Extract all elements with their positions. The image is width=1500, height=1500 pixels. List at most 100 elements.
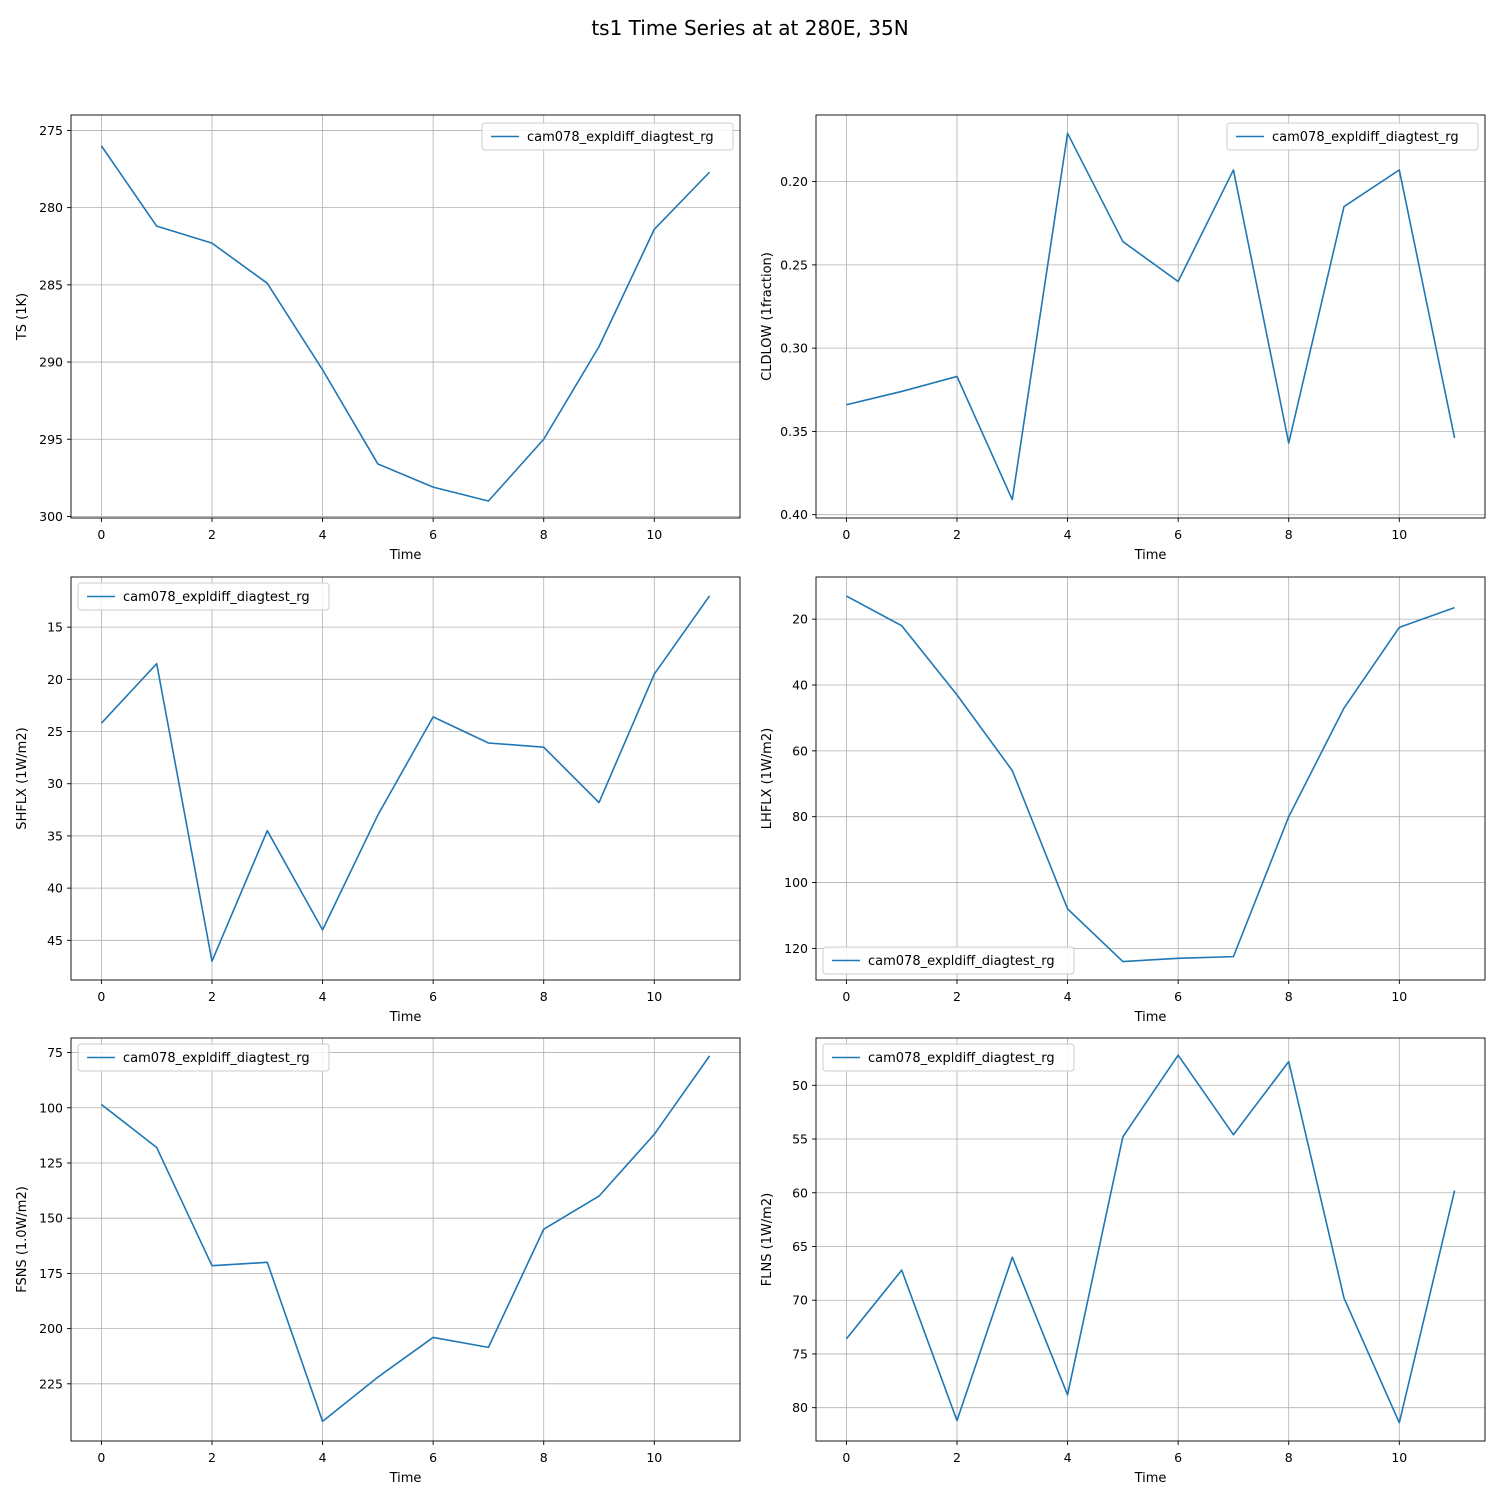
- x-tick-label: 2: [953, 1450, 961, 1465]
- y-axis-label: FSNS (1.0W/m2): [15, 1186, 30, 1293]
- y-tick-label: 300: [39, 509, 63, 524]
- legend-label: cam078_expldiff_diagtest_rg: [1272, 130, 1459, 145]
- x-axis-label: Time: [389, 1471, 422, 1486]
- x-tick-label: 0: [97, 527, 105, 542]
- x-tick-label: 10: [1391, 527, 1407, 542]
- legend: cam078_expldiff_diagtest_rg: [1226, 122, 1479, 151]
- y-tick-label: 290: [39, 355, 63, 370]
- x-axis-label: Time: [1134, 1010, 1167, 1025]
- x-tick-label: 4: [319, 527, 327, 542]
- subplot-2: 0 2 4 6 8 10 0.20 0.25 0.30 0.35 0.40 Time CLDLOW (1…: [760, 114, 1486, 563]
- x-tick-label: 6: [429, 989, 437, 1004]
- y-tick-label: 0.20: [780, 174, 808, 189]
- legend-box: [822, 1043, 1075, 1072]
- x-tick-label: 6: [1174, 989, 1182, 1004]
- x-tick-label: 10: [646, 527, 662, 542]
- y-axis-label: TS (1K): [15, 293, 30, 341]
- y-tick-label: 275: [39, 123, 63, 138]
- legend: cam078_expldiff_diagtest_rg: [822, 946, 1075, 975]
- y-tick-label: 80: [792, 1400, 808, 1415]
- y-tick-label: 100: [784, 875, 808, 890]
- x-tick-label: 2: [208, 989, 216, 1004]
- y-axis-label: LHFLX (1W/m2): [760, 728, 775, 829]
- x-tick-label: 2: [208, 1450, 216, 1465]
- legend-label: cam078_expldiff_diagtest_rg: [527, 130, 714, 145]
- legend-box: [77, 1043, 330, 1072]
- figure-title: ts1 Time Series at at 280E, 35N: [591, 16, 909, 40]
- legend-box: [481, 122, 734, 151]
- y-tick-label: 25: [47, 724, 63, 739]
- axes-frame: [815, 1037, 1486, 1442]
- x-axis-label: Time: [1134, 1471, 1167, 1486]
- y-tick-label: 0.25: [780, 257, 808, 272]
- axes-frame: [70, 576, 741, 981]
- y-tick-label: 70: [792, 1293, 808, 1308]
- legend-label: cam078_expldiff_diagtest_rg: [868, 1051, 1055, 1066]
- series-line: [100, 1055, 711, 1423]
- y-tick-label: 60: [792, 1185, 808, 1200]
- legend-box: [77, 582, 330, 611]
- x-tick-label: 10: [1391, 1450, 1407, 1465]
- y-tick-label: 15: [47, 620, 63, 635]
- x-tick-label: 8: [1285, 527, 1293, 542]
- x-axis-label: Time: [389, 1010, 422, 1025]
- axes-frame: [815, 114, 1486, 519]
- y-tick-label: 80: [792, 809, 808, 824]
- y-tick-label: 75: [792, 1346, 808, 1361]
- subplot-1: 0 2 4 6 8 10 275 280 285 290 295 300 Time TS (1K) cam0…: [15, 114, 741, 563]
- axes-frame: [70, 1037, 741, 1442]
- y-tick-label: 175: [39, 1266, 63, 1281]
- y-tick-label: 100: [39, 1100, 63, 1115]
- series-line: [846, 595, 1455, 963]
- y-tick-label: 30: [47, 776, 63, 791]
- y-tick-label: 40: [792, 677, 808, 692]
- x-tick-label: 10: [646, 1450, 662, 1465]
- y-tick-label: 45: [47, 933, 63, 948]
- x-tick-label: 0: [842, 527, 850, 542]
- y-tick-label: 295: [39, 432, 63, 447]
- y-axis-label: FLNS (1W/m2): [760, 1193, 775, 1286]
- series-line: [846, 132, 1456, 501]
- subplot-3: 0 2 4 6 8 10 15 20 25 30 35 40 45 Time SHFLX (1W/m2) ca…: [15, 576, 741, 1025]
- subplot-4: 0 2 4 6 8 10 20 40 60 80 100 120 Time LHFLX (1W/m2) ca…: [760, 576, 1486, 1025]
- legend-label: cam078_expldiff_diagtest_rg: [123, 1051, 310, 1066]
- legend: cam078_expldiff_diagtest_rg: [77, 582, 330, 611]
- axes-frame: [815, 576, 1486, 981]
- x-tick-label: 8: [540, 527, 548, 542]
- x-tick-label: 10: [646, 989, 662, 1004]
- legend-box: [822, 946, 1075, 975]
- y-tick-label: 65: [792, 1239, 808, 1254]
- x-tick-label: 6: [1174, 1450, 1182, 1465]
- legend-label: cam078_expldiff_diagtest_rg: [868, 954, 1055, 969]
- y-tick-label: 75: [47, 1045, 63, 1060]
- y-tick-label: 0.30: [780, 341, 808, 356]
- x-tick-label: 4: [1064, 1450, 1072, 1465]
- legend: cam078_expldiff_diagtest_rg: [77, 1043, 330, 1072]
- y-tick-label: 20: [792, 612, 808, 627]
- axes-frame: [70, 114, 741, 519]
- x-tick-label: 10: [1391, 989, 1407, 1004]
- y-tick-label: 35: [47, 828, 63, 843]
- x-tick-label: 0: [97, 989, 105, 1004]
- x-tick-label: 8: [540, 1450, 548, 1465]
- x-tick-label: 4: [1064, 527, 1072, 542]
- y-tick-label: 285: [39, 277, 63, 292]
- y-tick-label: 120: [784, 941, 808, 956]
- y-tick-label: 225: [39, 1376, 63, 1391]
- y-tick-label: 50: [792, 1078, 808, 1093]
- x-tick-label: 2: [953, 527, 961, 542]
- x-tick-label: 8: [1285, 989, 1293, 1004]
- y-tick-label: 150: [39, 1211, 63, 1226]
- y-axis-label: CLDLOW (1fraction): [760, 252, 775, 381]
- y-tick-label: 55: [792, 1132, 808, 1147]
- legend-label: cam078_expldiff_diagtest_rg: [123, 590, 310, 605]
- y-tick-label: 125: [39, 1155, 63, 1170]
- x-tick-label: 6: [1174, 527, 1182, 542]
- x-tick-label: 6: [429, 1450, 437, 1465]
- x-tick-label: 2: [953, 989, 961, 1004]
- x-axis-label: Time: [1134, 548, 1167, 563]
- legend: cam078_expldiff_diagtest_rg: [822, 1043, 1075, 1072]
- x-tick-label: 4: [1064, 989, 1072, 1004]
- series-line: [100, 145, 711, 502]
